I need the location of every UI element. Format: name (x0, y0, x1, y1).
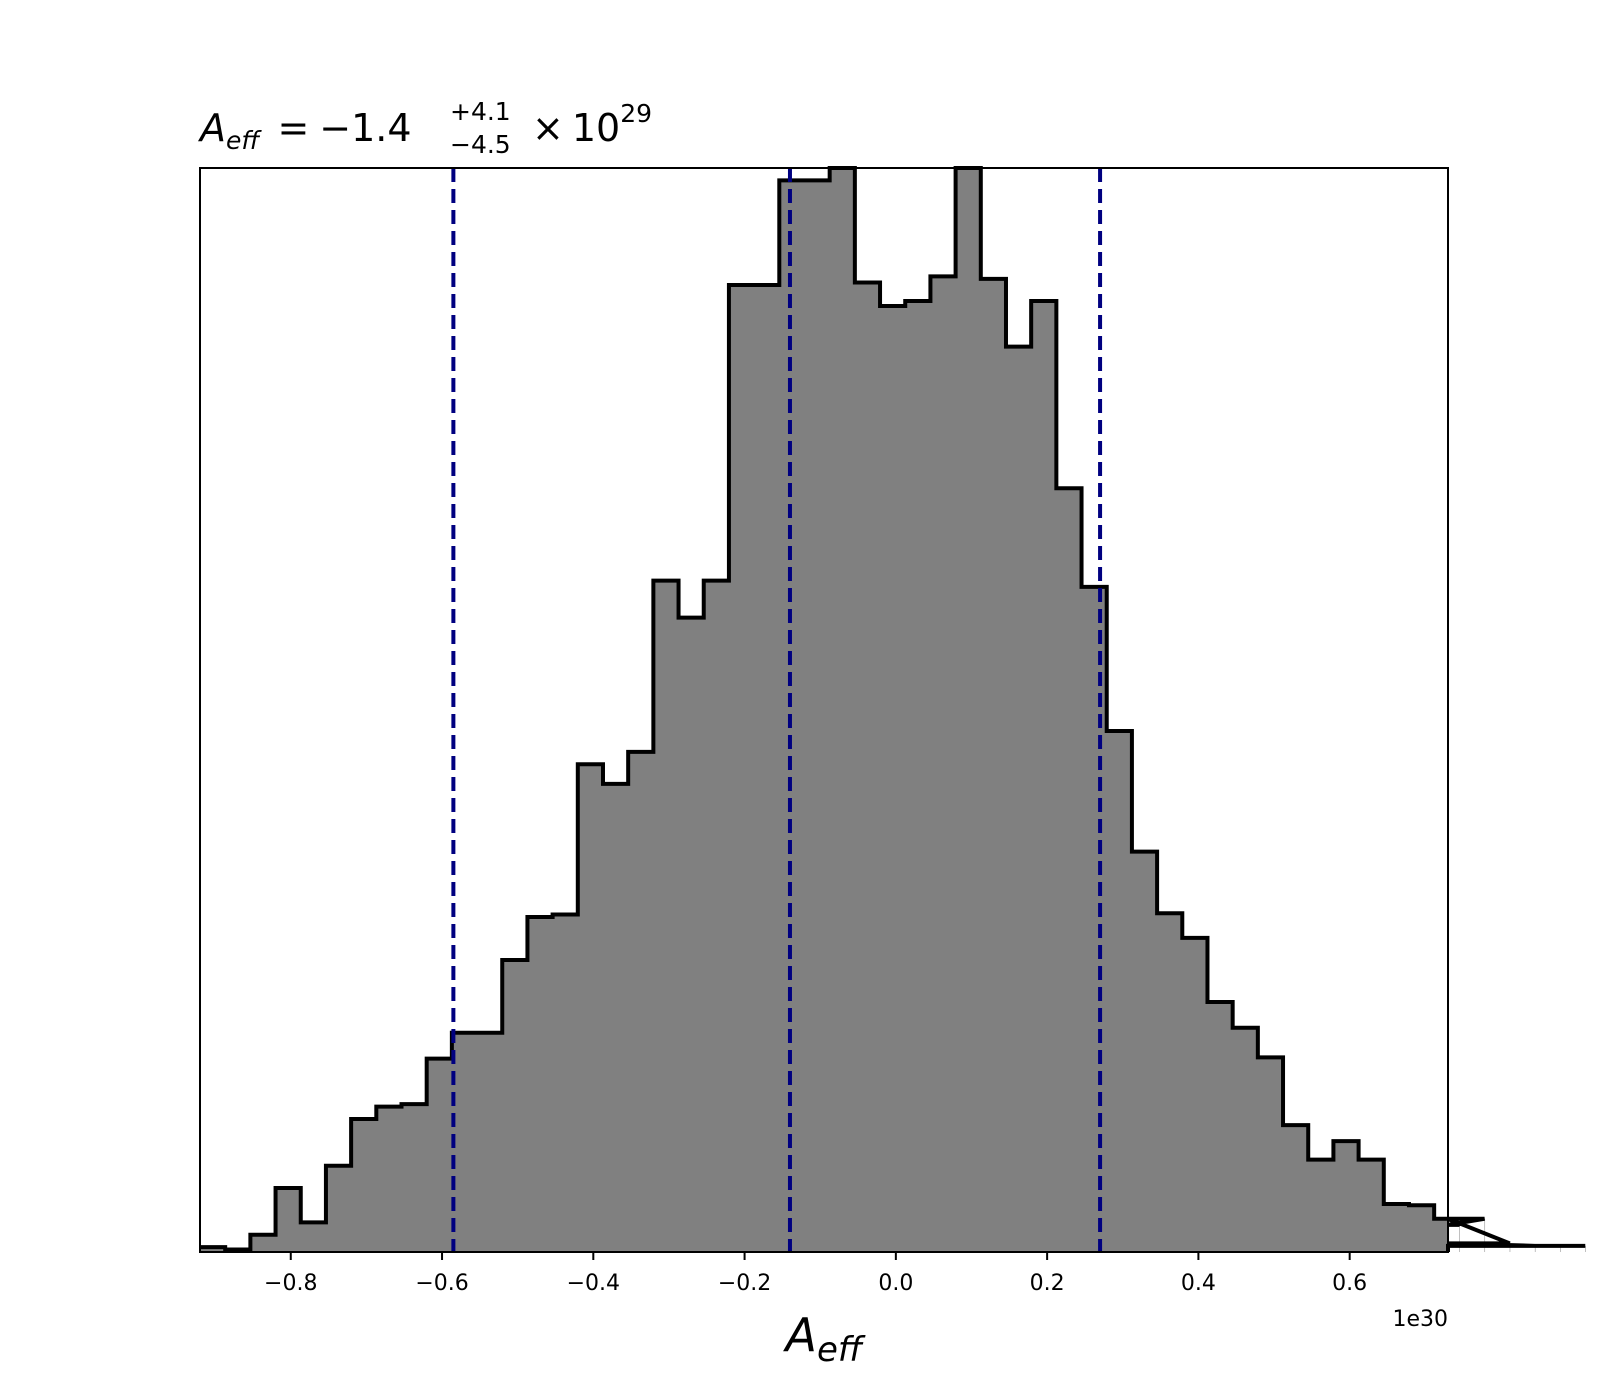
histogram-bar (1408, 1205, 1435, 1252)
histogram-bar (1157, 913, 1183, 1252)
title-equals: = (277, 106, 309, 150)
histogram-bar (1333, 1141, 1360, 1252)
histogram-bar (829, 168, 856, 1252)
histogram-step-outline (200, 166, 1586, 1252)
histogram-bar (854, 282, 881, 1252)
histogram-bar (275, 1187, 302, 1252)
x-axis-label-symbol: A (783, 1308, 817, 1362)
x-tick-label: 0.6 (1332, 1271, 1367, 1296)
histogram-bar (200, 1247, 226, 1252)
histogram-bar (628, 751, 654, 1252)
histogram-bar (451, 1032, 478, 1252)
histogram-bar (1056, 488, 1083, 1253)
x-tick-label: 0.2 (1030, 1271, 1065, 1296)
histogram-bar (376, 1106, 402, 1252)
histogram-bar (401, 1104, 428, 1252)
histogram-bars (200, 168, 1586, 1253)
histogram-bar (678, 617, 705, 1252)
svg-text:×1029: × 1029 (532, 99, 652, 150)
histogram-bar (779, 180, 805, 1253)
histogram-bar (1081, 586, 1108, 1252)
histogram-bar (703, 580, 730, 1252)
histogram-bar (477, 1032, 503, 1252)
chart-title: Aeff = −1.4 +4.1 −4.5 × 1029 (197, 97, 652, 159)
histogram-bar (577, 764, 604, 1252)
histogram-bar (980, 278, 1007, 1252)
histogram-bar (905, 301, 931, 1252)
title-upper-error: +4.1 (450, 97, 511, 126)
plot-frame (199, 167, 1449, 1253)
histogram-bar (1207, 1001, 1234, 1252)
x-axis-ticks: −0.8 −0.6 −0.4 −0.2 0.0 0.2 0.4 0.6 (264, 1252, 1367, 1296)
x-axis-label-subscript: eff (817, 1330, 866, 1370)
histogram-bar (1534, 1245, 1536, 1252)
histogram-bar (1232, 1027, 1259, 1252)
histogram-bar (1106, 730, 1133, 1252)
histogram-bar (1585, 1245, 1586, 1252)
histogram-bar (1459, 1224, 1460, 1252)
x-tick-label: −0.2 (718, 1271, 771, 1296)
x-tick-label: 0.0 (878, 1271, 913, 1296)
histogram-bar (1257, 1057, 1284, 1252)
histogram-bar (325, 1165, 352, 1252)
histogram-bar (1283, 1125, 1309, 1252)
title-times: × (532, 106, 564, 150)
histogram-bar (351, 1118, 377, 1252)
histogram-bar (754, 285, 780, 1253)
x-axis-label: Aeff (783, 1308, 866, 1370)
x-tick-label: −0.6 (415, 1271, 468, 1296)
histogram-bar (653, 580, 680, 1252)
histogram-bar (880, 305, 906, 1252)
title-symbol: A (197, 106, 226, 150)
x-tick-label: −0.8 (264, 1271, 317, 1296)
histogram-bar (728, 285, 755, 1253)
histogram-bar (1308, 1159, 1334, 1252)
histogram-bar (1560, 1245, 1561, 1252)
histogram-bar (1131, 851, 1158, 1252)
histogram-bar (955, 168, 982, 1252)
x-tick-label: −0.4 (567, 1271, 620, 1296)
histogram-bar (1031, 301, 1057, 1252)
histogram-bar (1434, 1218, 1449, 1252)
histogram-bar (300, 1222, 327, 1252)
histogram-bar (1005, 346, 1032, 1252)
title-exponent: 29 (620, 99, 652, 128)
histogram-bar (250, 1234, 277, 1252)
histogram-bar (602, 783, 629, 1252)
x-axis-offset-label: 1e30 (1392, 1307, 1448, 1332)
histogram-bar (1358, 1159, 1385, 1252)
histogram-bar (502, 960, 528, 1252)
x-tick-label: 0.4 (1181, 1271, 1216, 1296)
title-symbol-subscript: eff (226, 126, 262, 155)
histogram-bar (804, 180, 831, 1253)
histogram-bar (552, 914, 579, 1252)
histogram-bar (930, 276, 957, 1252)
title-base: 10 (572, 106, 620, 150)
histogram-bar (1182, 937, 1208, 1252)
histogram-bar (527, 916, 554, 1252)
svg-text:Aeff=−1.4: Aeff = −1.4 (197, 106, 412, 155)
title-value: −1.4 (319, 106, 411, 150)
title-lower-error: −4.5 (450, 130, 511, 159)
credible-interval-lines (451, 168, 1103, 1252)
histogram-bar (1383, 1203, 1410, 1252)
histogram-bar (426, 1058, 453, 1252)
